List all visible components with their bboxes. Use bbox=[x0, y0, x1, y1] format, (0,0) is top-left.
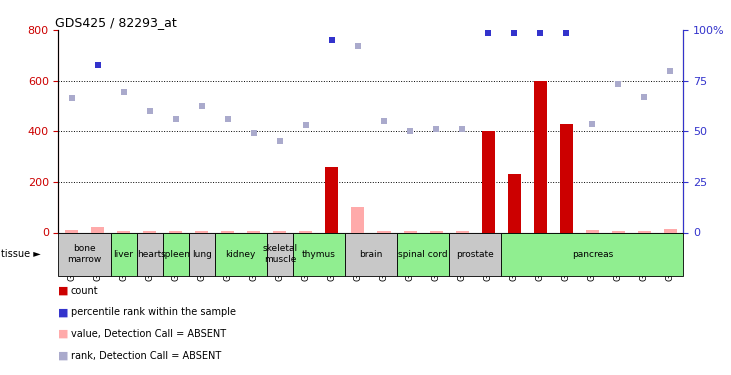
Point bbox=[639, 94, 651, 100]
Point bbox=[300, 122, 311, 128]
Point bbox=[508, 30, 520, 36]
Text: kidney: kidney bbox=[226, 250, 256, 259]
Text: lung: lung bbox=[192, 250, 212, 259]
Bar bbox=[300, 231, 312, 232]
Point bbox=[196, 103, 208, 109]
Text: liver: liver bbox=[113, 250, 134, 259]
Bar bbox=[455, 231, 469, 232]
Point bbox=[118, 89, 129, 95]
Bar bbox=[117, 231, 130, 232]
Text: thymus: thymus bbox=[302, 250, 336, 259]
Point bbox=[482, 30, 494, 36]
Text: heart: heart bbox=[137, 250, 162, 259]
Point bbox=[378, 118, 390, 124]
Point bbox=[456, 126, 468, 132]
Bar bbox=[65, 230, 78, 232]
Point bbox=[326, 37, 338, 43]
Text: GDS425 / 82293_at: GDS425 / 82293_at bbox=[56, 16, 177, 29]
Point bbox=[66, 95, 77, 101]
Bar bbox=[247, 231, 260, 232]
Bar bbox=[377, 231, 390, 232]
Point bbox=[170, 116, 181, 122]
Bar bbox=[586, 230, 599, 232]
Text: brain: brain bbox=[360, 250, 382, 259]
Bar bbox=[273, 231, 287, 232]
Text: skeletal
muscle: skeletal muscle bbox=[262, 244, 298, 264]
Point bbox=[91, 62, 103, 68]
Bar bbox=[508, 174, 520, 232]
Text: percentile rank within the sample: percentile rank within the sample bbox=[71, 308, 236, 317]
Point bbox=[352, 44, 364, 50]
Point bbox=[561, 30, 572, 36]
Bar bbox=[91, 227, 104, 232]
Bar bbox=[482, 131, 495, 232]
Point bbox=[144, 108, 156, 114]
Bar bbox=[352, 207, 365, 232]
Text: ■: ■ bbox=[58, 286, 69, 296]
Bar bbox=[143, 231, 156, 232]
Text: prostate: prostate bbox=[456, 250, 494, 259]
Bar bbox=[638, 231, 651, 232]
Bar bbox=[430, 231, 442, 232]
Point bbox=[248, 129, 260, 135]
Text: rank, Detection Call = ABSENT: rank, Detection Call = ABSENT bbox=[71, 351, 221, 361]
Bar bbox=[169, 231, 182, 232]
Text: ■: ■ bbox=[58, 308, 69, 317]
Bar bbox=[612, 231, 625, 232]
Text: spinal cord: spinal cord bbox=[398, 250, 448, 259]
Point bbox=[586, 121, 598, 127]
Text: pancreas: pancreas bbox=[572, 250, 613, 259]
Point bbox=[613, 81, 624, 87]
Text: ■: ■ bbox=[58, 329, 69, 339]
Text: bone
marrow: bone marrow bbox=[67, 244, 102, 264]
Text: spleen: spleen bbox=[161, 250, 191, 259]
Point bbox=[222, 116, 234, 122]
Bar bbox=[325, 166, 338, 232]
Point bbox=[664, 68, 676, 74]
Bar bbox=[534, 81, 547, 232]
Text: value, Detection Call = ABSENT: value, Detection Call = ABSENT bbox=[71, 329, 226, 339]
Point bbox=[534, 30, 546, 36]
Bar bbox=[560, 124, 573, 232]
Bar bbox=[195, 231, 208, 232]
Text: count: count bbox=[71, 286, 99, 296]
Text: ■: ■ bbox=[58, 351, 69, 361]
Text: tissue ►: tissue ► bbox=[1, 249, 40, 259]
Bar bbox=[221, 231, 234, 232]
Bar bbox=[664, 229, 677, 232]
Bar bbox=[404, 231, 417, 232]
Point bbox=[431, 126, 442, 132]
Point bbox=[404, 128, 416, 134]
Point bbox=[274, 138, 286, 144]
